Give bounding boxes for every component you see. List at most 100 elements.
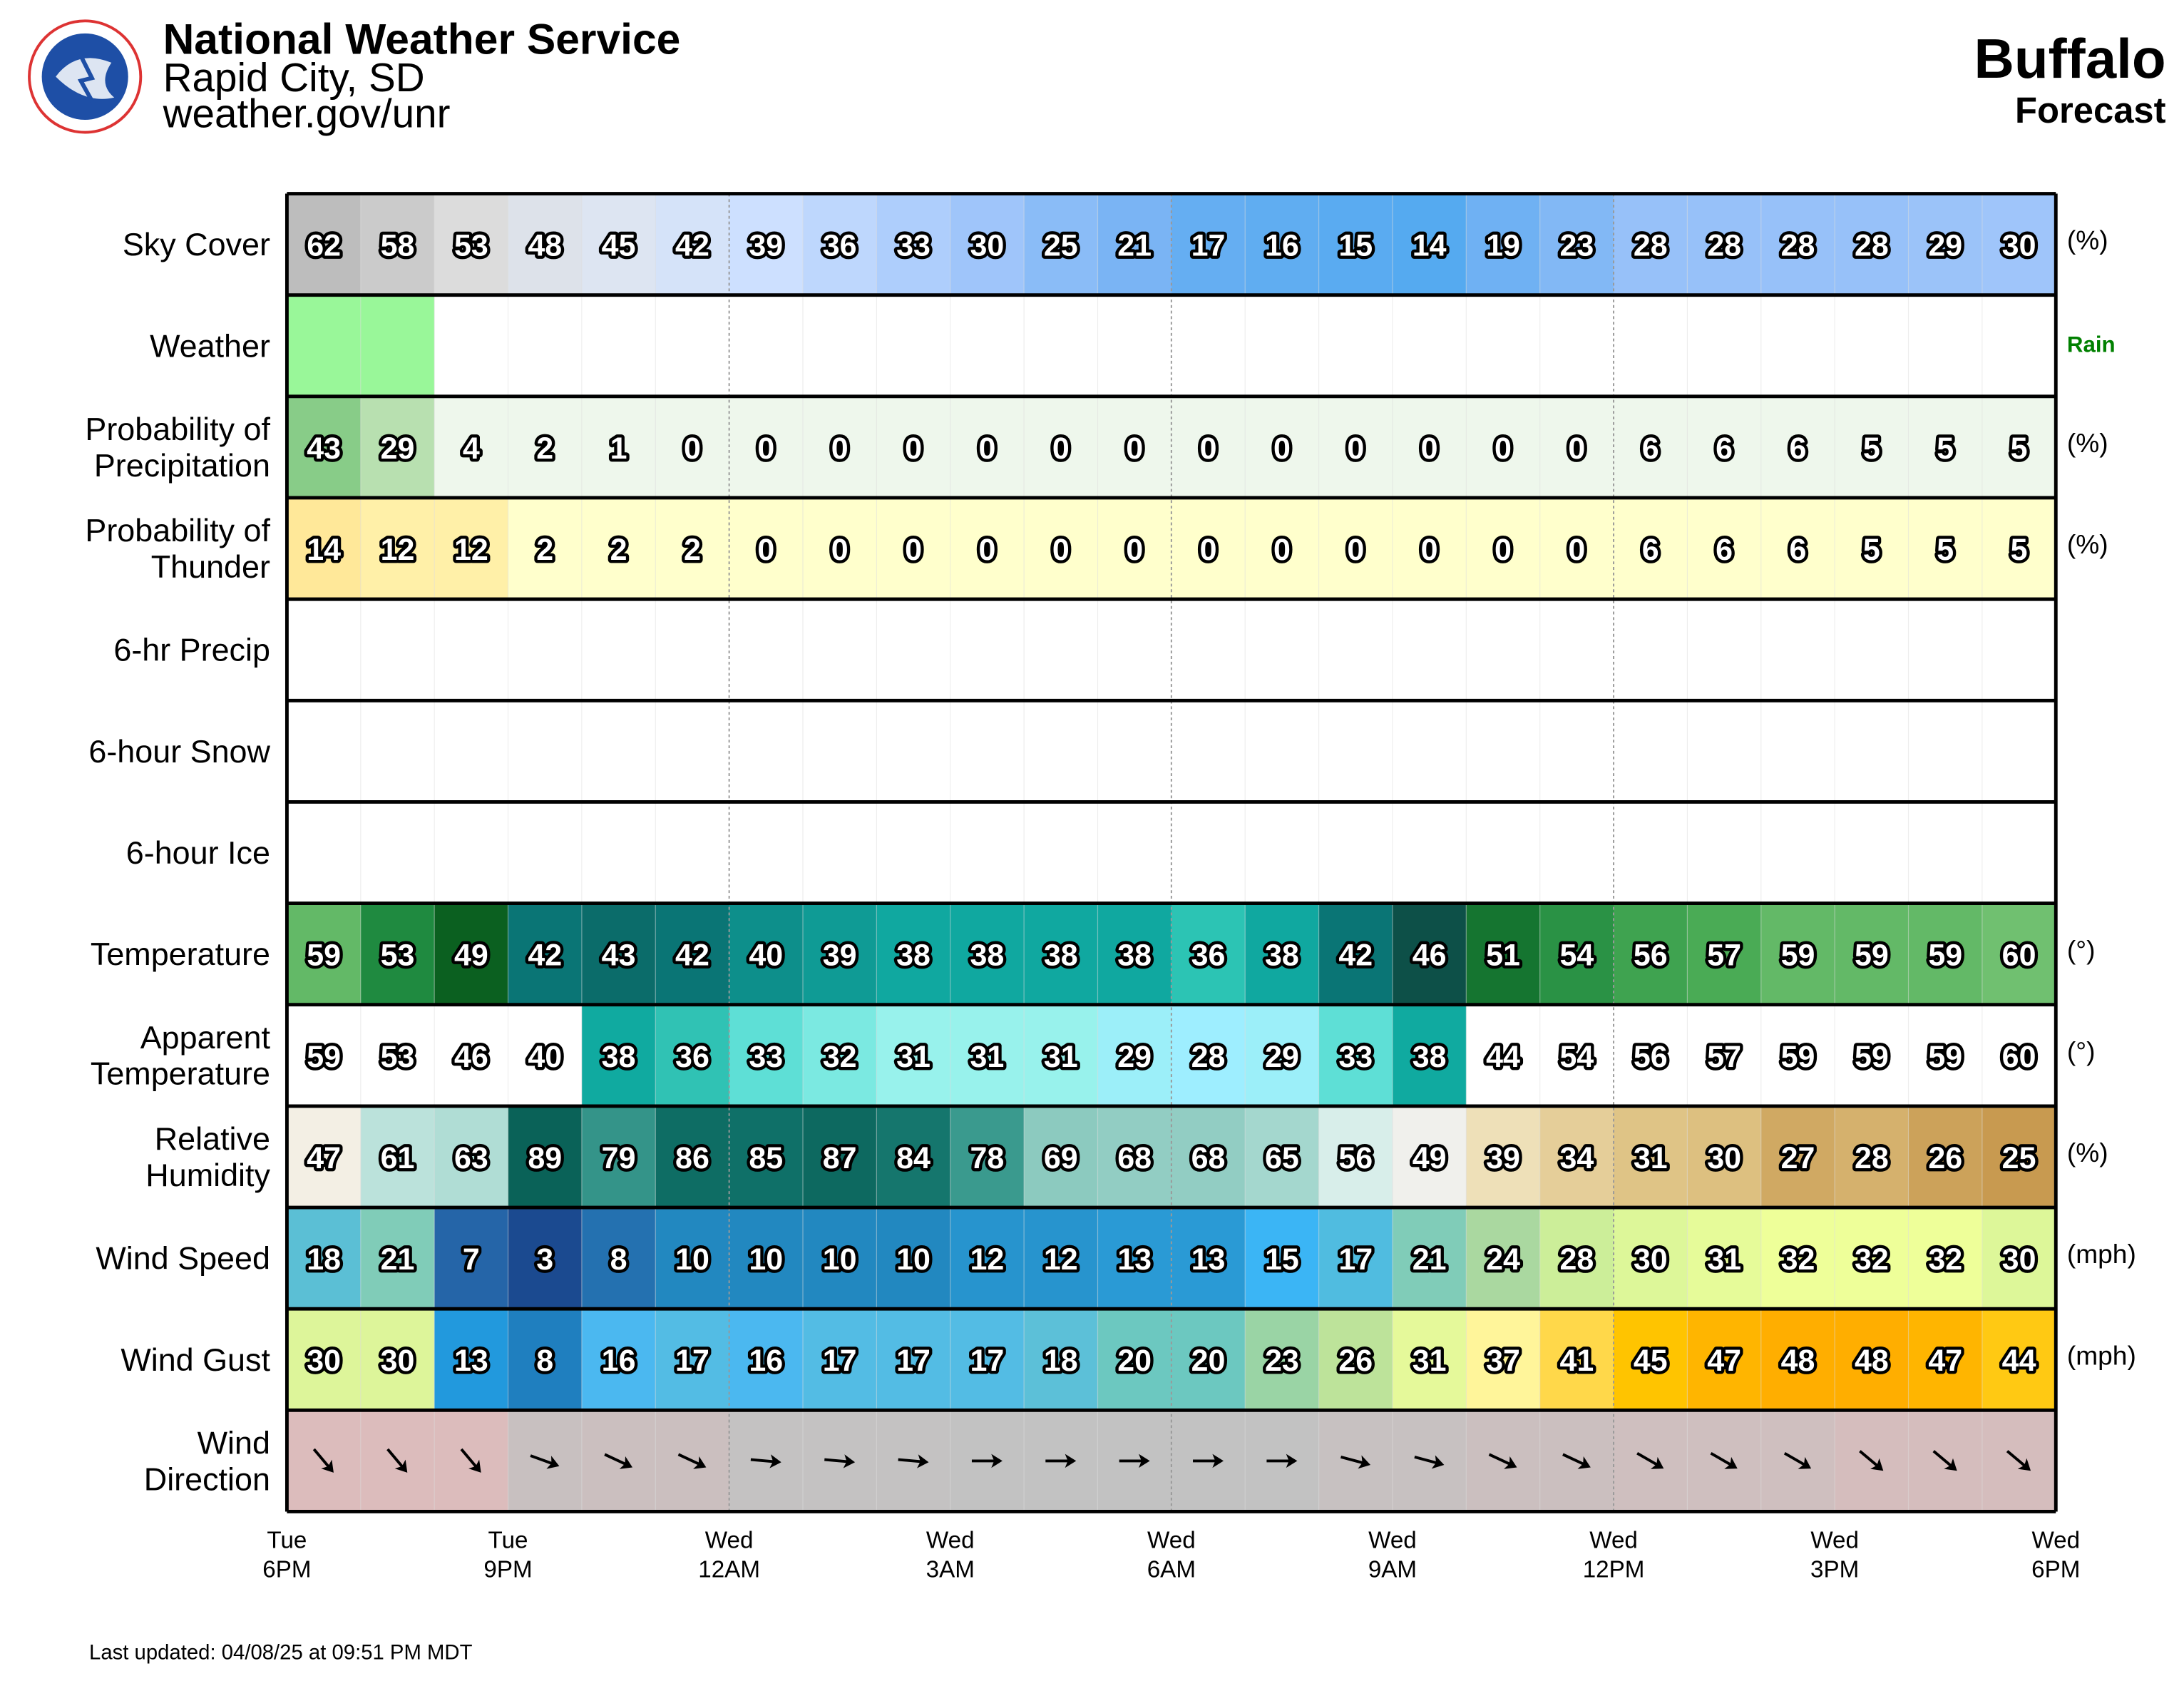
wind-arrow (1859, 1450, 1884, 1471)
cell-value: 14 (307, 533, 341, 567)
cell-value: 33 (749, 1040, 783, 1074)
cell (1908, 497, 1983, 600)
cell-value: 30 (970, 229, 1005, 263)
weather-cell (287, 295, 362, 397)
cell-value: 34 (1559, 1141, 1594, 1175)
cell (1171, 1004, 1246, 1106)
cell-value: 2 (536, 533, 553, 567)
cell (1466, 1105, 1541, 1208)
arrow-head (1870, 1458, 1884, 1471)
cell-value: 32 (1855, 1242, 1889, 1277)
cell (729, 1004, 804, 1106)
cell-value: 44 (2002, 1344, 2036, 1378)
wind-arrow (824, 1454, 856, 1468)
cell (1835, 1105, 1909, 1208)
cell (360, 1004, 436, 1106)
cell (1982, 1207, 2057, 1309)
row-label: Temperature (91, 936, 270, 972)
cell (1614, 497, 1688, 600)
weather-cell (1466, 295, 1541, 397)
cell-value: 60 (2002, 1040, 2036, 1074)
cell (1908, 1004, 1983, 1106)
cell-value: 0 (757, 533, 774, 567)
cell (729, 1105, 804, 1208)
cell (950, 1207, 1025, 1309)
arrow-head (1577, 1456, 1591, 1469)
cell (1982, 1309, 2057, 1411)
cell-value: 10 (823, 1242, 857, 1277)
cell-value: 38 (1117, 939, 1152, 973)
cell (1687, 396, 1762, 498)
cell-value: 0 (831, 431, 849, 466)
cell-value: 59 (307, 1040, 341, 1074)
cell (1835, 396, 1909, 498)
row-label: Probability of (85, 411, 270, 447)
weather-cell (655, 295, 730, 397)
cell-value: 16 (1265, 229, 1299, 263)
cell-value: 84 (896, 1141, 930, 1175)
cell-value: 21 (381, 1242, 415, 1277)
cell-value: 56 (1634, 1040, 1668, 1074)
cell (1687, 903, 1762, 1005)
cell (1245, 396, 1320, 498)
weather-cell (1171, 295, 1246, 397)
cell (1687, 1004, 1762, 1106)
cell-value: 16 (749, 1344, 783, 1378)
cell (1466, 1309, 1541, 1411)
cell-value: 0 (978, 431, 995, 466)
cell (508, 903, 583, 1005)
arrow-head (917, 1454, 929, 1468)
cell (876, 1207, 951, 1309)
cell (360, 396, 436, 498)
cell-value: 0 (1126, 431, 1143, 466)
cell (434, 1105, 509, 1208)
cell-value: 53 (381, 939, 415, 973)
cell (360, 193, 436, 295)
cell-value: 29 (1928, 229, 1962, 263)
cell (1908, 1105, 1983, 1208)
row-label: 6-hour Snow (88, 733, 270, 770)
cell-value: 38 (896, 939, 930, 973)
cell (287, 1309, 362, 1411)
cell (1466, 497, 1541, 600)
cell-value: 6 (1716, 431, 1733, 466)
cell (1097, 396, 1172, 498)
cell (360, 497, 436, 600)
weather-cell (1539, 295, 1615, 397)
arrow-shaft (750, 1458, 778, 1463)
arrow-shaft (1414, 1455, 1441, 1466)
cell (655, 193, 730, 295)
cell (1318, 1309, 1393, 1411)
cell (434, 1207, 509, 1309)
cell-value: 21 (1117, 229, 1152, 263)
cell-value: 28 (1707, 229, 1741, 263)
cell-value: 0 (1052, 431, 1070, 466)
arrow-head (1504, 1456, 1517, 1469)
cell-value: 86 (675, 1141, 709, 1175)
cell (581, 1004, 657, 1106)
cell-value: 5 (1937, 533, 1954, 567)
cell (1024, 193, 1099, 295)
cell-value: 58 (381, 229, 415, 263)
cell (1614, 396, 1688, 498)
cell-value: 36 (675, 1040, 709, 1074)
cell-value: 79 (602, 1141, 636, 1175)
cell-value: 78 (970, 1141, 1005, 1175)
cell-value: 26 (1928, 1141, 1962, 1175)
arrow-shaft (1783, 1451, 1808, 1468)
cell-value: 57 (1707, 939, 1741, 973)
cell-value: 87 (823, 1141, 857, 1175)
cell (1392, 1309, 1467, 1411)
cell-value: 0 (1347, 431, 1364, 466)
cell (1687, 497, 1762, 600)
cell-value: 8 (536, 1344, 553, 1378)
weather-cell (950, 295, 1025, 397)
cell (950, 396, 1025, 498)
cell (1318, 1105, 1393, 1208)
wind-arrow (898, 1454, 929, 1468)
cell (1392, 497, 1467, 600)
cell-value: 6 (1716, 533, 1733, 567)
cell (803, 396, 878, 498)
cell-value: 51 (1486, 939, 1520, 973)
cell (803, 497, 878, 600)
